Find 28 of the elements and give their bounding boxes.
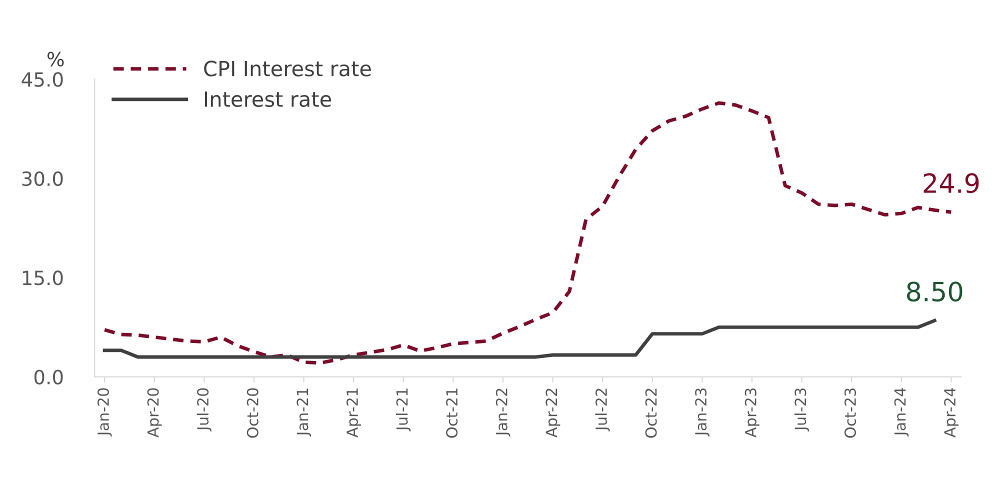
x-tick-label: Apr-20 [147, 388, 162, 438]
x-tick-label: Oct-20 [246, 388, 258, 438]
x-tick-label: Jan-22 [496, 388, 510, 437]
x-tick-label: Jan-21 [296, 388, 312, 437]
y-tick-label: 15.0 [22, 270, 63, 286]
y-tick-label: 30.0 [22, 171, 63, 186]
x-tick-label: Oct-21 [446, 388, 458, 438]
x-tick-label: Jan-23 [695, 388, 710, 437]
y-tick-label: 0.0 [34, 370, 63, 384]
x-tick-label: Apr-21 [346, 388, 361, 438]
x-tick-label: Oct-23 [844, 388, 856, 438]
y-axis-title: % [47, 52, 64, 67]
x-tick-label: Jul-23 [794, 388, 810, 432]
x-tick-label: Jul-20 [196, 388, 212, 432]
x-tick-label: Apr-24 [944, 388, 959, 438]
x-tick-label: Apr-22 [546, 388, 560, 438]
y-tick-label: 45.0 [22, 72, 63, 87]
legend-label: CPI Interest rate [204, 60, 371, 76]
x-tick-label: Jan-24 [894, 388, 909, 437]
x-tick-label: Jul-22 [595, 388, 610, 432]
line-series [102, 318, 936, 359]
legend-label: Interest rate [205, 92, 332, 108]
x-tick-label: Jul-21 [396, 388, 411, 432]
annotation: 24.9 [924, 173, 979, 194]
annotation: 8.50 [906, 282, 962, 302]
x-tick-label: Apr-23 [744, 388, 760, 438]
x-tick-label: Oct-22 [645, 388, 657, 438]
x-tick-label: Jan-20 [97, 388, 112, 437]
